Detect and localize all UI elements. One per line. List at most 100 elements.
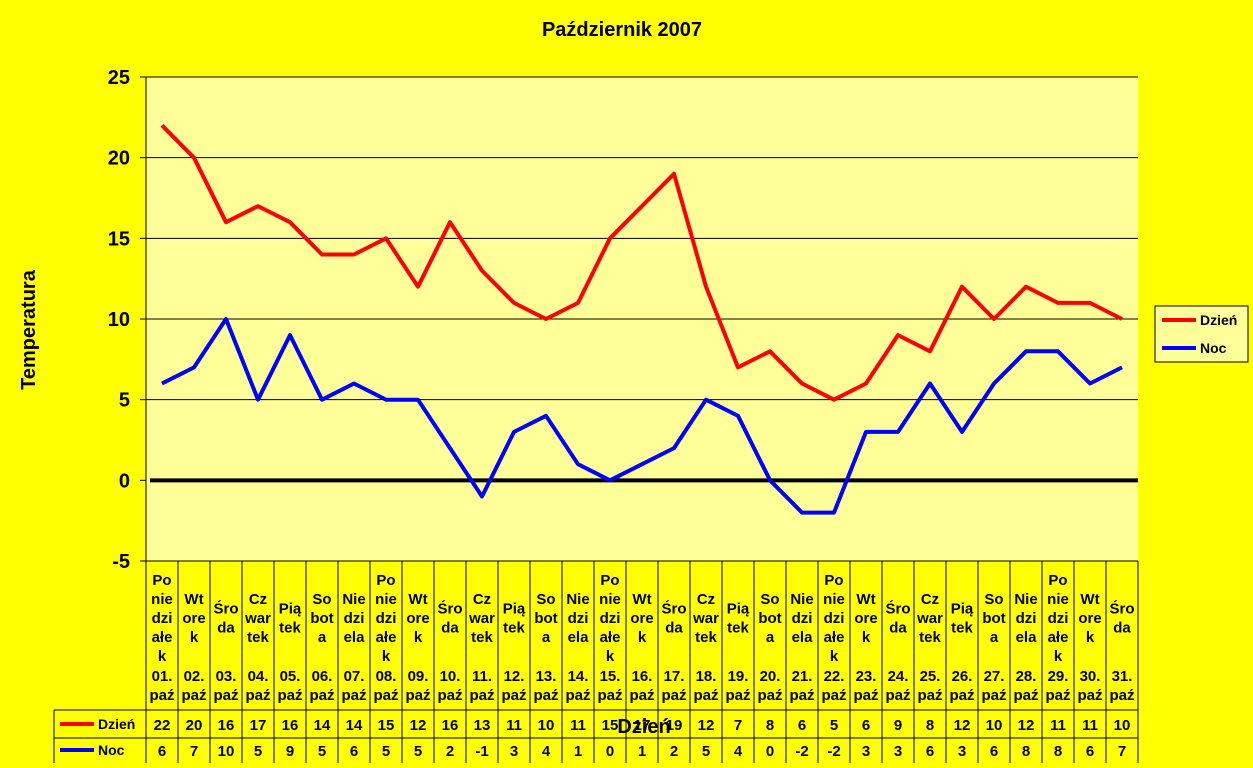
table-value-cell: 19 (666, 717, 683, 734)
y-tick-label: 15 (108, 228, 130, 250)
table-value-cell: 6 (990, 743, 998, 760)
x-tick-day-label: dzi (1048, 610, 1069, 627)
legend: Dzień Noc (1154, 305, 1249, 363)
x-tick-date-label: paź (501, 687, 526, 704)
x-tick-date-label: paź (1045, 687, 1070, 704)
x-tick-date-label: paź (917, 687, 942, 704)
x-tick-date-label: 21. (792, 668, 813, 685)
x-tick-date-label: paź (725, 687, 750, 704)
x-tick-day-label: tek (951, 620, 973, 637)
x-tick-day-label: ore (854, 610, 877, 627)
x-tick-date-label: paź (149, 687, 174, 704)
x-tick-day-label: k (606, 648, 615, 665)
x-tick-day-label: ałe (1048, 629, 1069, 646)
table-value-cell: 5 (382, 743, 390, 760)
x-tick-day-label: ałe (152, 629, 173, 646)
x-tick-date-label: paź (789, 687, 814, 704)
x-tick-day-label: tek (503, 620, 525, 637)
series-line (160, 123, 1123, 402)
table-value-cell: 5 (318, 743, 326, 760)
x-tick-date-label: paź (341, 687, 366, 704)
x-tick-day-label: bot (982, 610, 1005, 627)
x-tick-day-label: Pią (503, 601, 526, 618)
legend-label-dzien: Dzień (1200, 312, 1237, 328)
table-value-cell: 12 (1018, 717, 1035, 734)
table-value-cell: 11 (1050, 717, 1066, 734)
x-tick-date-label: 24. (888, 668, 909, 685)
x-tick-day-label: k (1054, 648, 1063, 665)
y-tick-label: -5 (112, 551, 130, 573)
x-tick-date-label: 01. (152, 668, 173, 685)
x-tick-date-label: 10. (440, 668, 461, 685)
x-tick-date-label: 28. (1016, 668, 1037, 685)
x-tick-day-label: ałe (824, 629, 845, 646)
table-value-cell: 11 (506, 717, 522, 734)
x-tick-day-label: bot (534, 610, 557, 627)
x-tick-day-label: a (990, 629, 999, 646)
y-tick-label: 20 (108, 148, 130, 170)
x-tick-day-label: da (889, 620, 907, 637)
x-tick-day-label: ela (1016, 629, 1038, 646)
table-value-cell: 4 (734, 743, 743, 760)
table-value-cell: 6 (926, 743, 934, 760)
legend-box (1154, 305, 1249, 363)
x-tick-day-label: dzi (344, 610, 365, 627)
x-tick-day-label: nie (151, 591, 173, 608)
x-tick-day-label: war (244, 610, 271, 627)
x-tick-day-label: tek (919, 629, 941, 646)
x-tick-day-label: k (190, 629, 199, 646)
x-tick-date-label: paź (693, 687, 718, 704)
x-tick-day-label: war (692, 610, 719, 627)
y-tick-label: 25 (108, 67, 130, 89)
y-axis-label: Temperatura (18, 269, 40, 390)
table-value-cell: 7 (734, 717, 742, 734)
x-tick-day-label: ore (630, 610, 653, 627)
table-value-cell: 5 (702, 743, 710, 760)
x-tick-day-label: Pią (951, 601, 974, 618)
x-tick-day-label: bot (310, 610, 333, 627)
x-tick-day-label: Wt (632, 591, 651, 608)
x-tick-day-label: k (638, 629, 647, 646)
table-value-cell: 3 (894, 743, 902, 760)
table-value-cell: 12 (698, 717, 715, 734)
table-value-cell: 6 (1086, 743, 1094, 760)
x-tick-date-label: 15. (600, 668, 621, 685)
x-tick-date-label: paź (821, 687, 846, 704)
x-tick-date-label: paź (437, 687, 462, 704)
x-tick-day-label: dzi (152, 610, 173, 627)
x-tick-day-label: k (158, 648, 167, 665)
x-tick-day-label: Po (376, 572, 395, 589)
x-tick-date-label: paź (1077, 687, 1102, 704)
x-tick-date-label: paź (597, 687, 622, 704)
x-tick-date-label: 16. (632, 668, 653, 685)
x-tick-day-label: Śro (885, 600, 910, 618)
x-tick-day-label: k (1086, 629, 1095, 646)
x-tick-date-label: paź (949, 687, 974, 704)
x-tick-day-label: war (468, 610, 495, 627)
x-tick-day-label: Wt (408, 591, 427, 608)
x-tick-day-label: bot (758, 610, 781, 627)
x-tick-date-label: paź (853, 687, 878, 704)
table-value-cell: 17 (250, 717, 267, 734)
table-value-cell: 17 (634, 717, 651, 734)
x-tick-date-label: 11. (472, 668, 492, 685)
table-value-cell: 5 (254, 743, 262, 760)
table-value-cell: 6 (798, 717, 806, 734)
x-tick-day-label: Śro (213, 600, 238, 618)
x-tick-day-label: Wt (856, 591, 875, 608)
table-value-cell: -1 (475, 743, 488, 760)
x-tick-day-label: da (1113, 620, 1131, 637)
table-value-cell: 3 (510, 743, 518, 760)
x-tick-day-label: tek (247, 629, 269, 646)
x-tick-day-label: ela (792, 629, 814, 646)
x-tick-day-label: da (441, 620, 459, 637)
table-value-cell: 0 (606, 743, 614, 760)
table-value-cell: 9 (894, 717, 902, 734)
legend-label-noc: Noc (1200, 340, 1227, 356)
table-value-cell: 10 (986, 717, 1003, 734)
x-tick-day-label: nie (599, 591, 621, 608)
x-tick-day-label: So (312, 591, 331, 608)
x-tick-day-label: Wt (1080, 591, 1099, 608)
x-axis-label: Dzień (617, 716, 670, 738)
